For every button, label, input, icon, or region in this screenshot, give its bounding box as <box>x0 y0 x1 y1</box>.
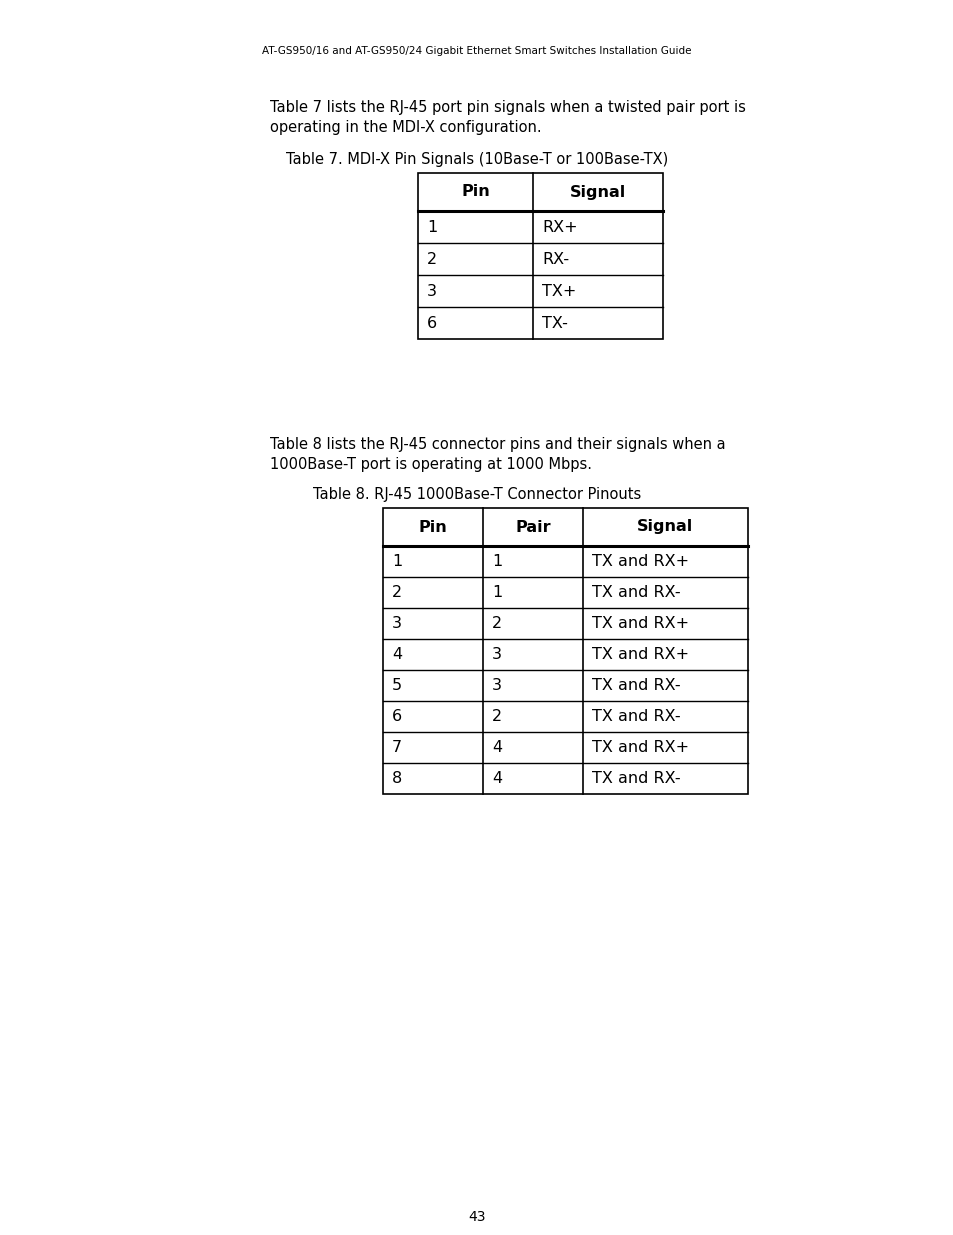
Text: TX and RX-: TX and RX- <box>592 771 679 785</box>
Text: AT-GS950/16 and AT-GS950/24 Gigabit Ethernet Smart Switches Installation Guide: AT-GS950/16 and AT-GS950/24 Gigabit Ethe… <box>262 46 691 56</box>
Text: Pair: Pair <box>515 520 550 535</box>
Bar <box>417 173 662 338</box>
Text: Signal: Signal <box>569 184 625 200</box>
Text: 2: 2 <box>392 585 402 600</box>
Text: 1000Base-T port is operating at 1000 Mbps.: 1000Base-T port is operating at 1000 Mbp… <box>270 457 592 472</box>
Text: Table 7 lists the RJ-45 port pin signals when a twisted pair port is: Table 7 lists the RJ-45 port pin signals… <box>270 100 745 115</box>
Text: 4: 4 <box>492 740 501 755</box>
Text: 2: 2 <box>492 616 501 631</box>
Text: TX and RX+: TX and RX+ <box>592 616 688 631</box>
Text: 2: 2 <box>492 709 501 724</box>
Text: 8: 8 <box>392 771 402 785</box>
Text: Pin: Pin <box>460 184 489 200</box>
Text: TX and RX+: TX and RX+ <box>592 555 688 569</box>
Text: 1: 1 <box>392 555 402 569</box>
Text: 1: 1 <box>492 555 501 569</box>
Text: TX-: TX- <box>541 315 567 331</box>
Text: Table 8 lists the RJ-45 connector pins and their signals when a: Table 8 lists the RJ-45 connector pins a… <box>270 437 725 452</box>
Text: Table 8. RJ-45 1000Base-T Connector Pinouts: Table 8. RJ-45 1000Base-T Connector Pino… <box>313 487 640 501</box>
Text: 3: 3 <box>492 678 501 693</box>
Text: 2: 2 <box>427 252 436 267</box>
Text: operating in the MDI-X configuration.: operating in the MDI-X configuration. <box>270 120 541 135</box>
Text: Table 7. MDI-X Pin Signals (10Base-T or 100Base-TX): Table 7. MDI-X Pin Signals (10Base-T or … <box>286 152 667 167</box>
Text: TX and RX-: TX and RX- <box>592 678 679 693</box>
Text: 6: 6 <box>427 315 436 331</box>
Text: TX and RX-: TX and RX- <box>592 585 679 600</box>
Text: 43: 43 <box>468 1210 485 1224</box>
Text: 4: 4 <box>492 771 501 785</box>
Text: 1: 1 <box>427 220 436 235</box>
Text: 3: 3 <box>492 647 501 662</box>
Text: 1: 1 <box>492 585 501 600</box>
Text: TX+: TX+ <box>541 284 576 299</box>
Text: RX+: RX+ <box>541 220 577 235</box>
Text: 5: 5 <box>392 678 402 693</box>
Text: RX-: RX- <box>541 252 569 267</box>
Text: 4: 4 <box>392 647 402 662</box>
Text: TX and RX+: TX and RX+ <box>592 740 688 755</box>
Text: 3: 3 <box>392 616 401 631</box>
Text: TX and RX-: TX and RX- <box>592 709 679 724</box>
Text: Pin: Pin <box>418 520 447 535</box>
Text: 3: 3 <box>427 284 436 299</box>
Bar <box>382 508 747 794</box>
Text: Signal: Signal <box>637 520 693 535</box>
Text: 6: 6 <box>392 709 402 724</box>
Text: 7: 7 <box>392 740 402 755</box>
Text: TX and RX+: TX and RX+ <box>592 647 688 662</box>
